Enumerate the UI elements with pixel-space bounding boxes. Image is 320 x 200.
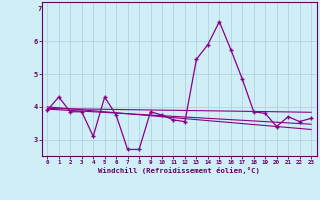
Text: 7: 7 — [37, 6, 42, 12]
X-axis label: Windchill (Refroidissement éolien,°C): Windchill (Refroidissement éolien,°C) — [98, 167, 260, 174]
